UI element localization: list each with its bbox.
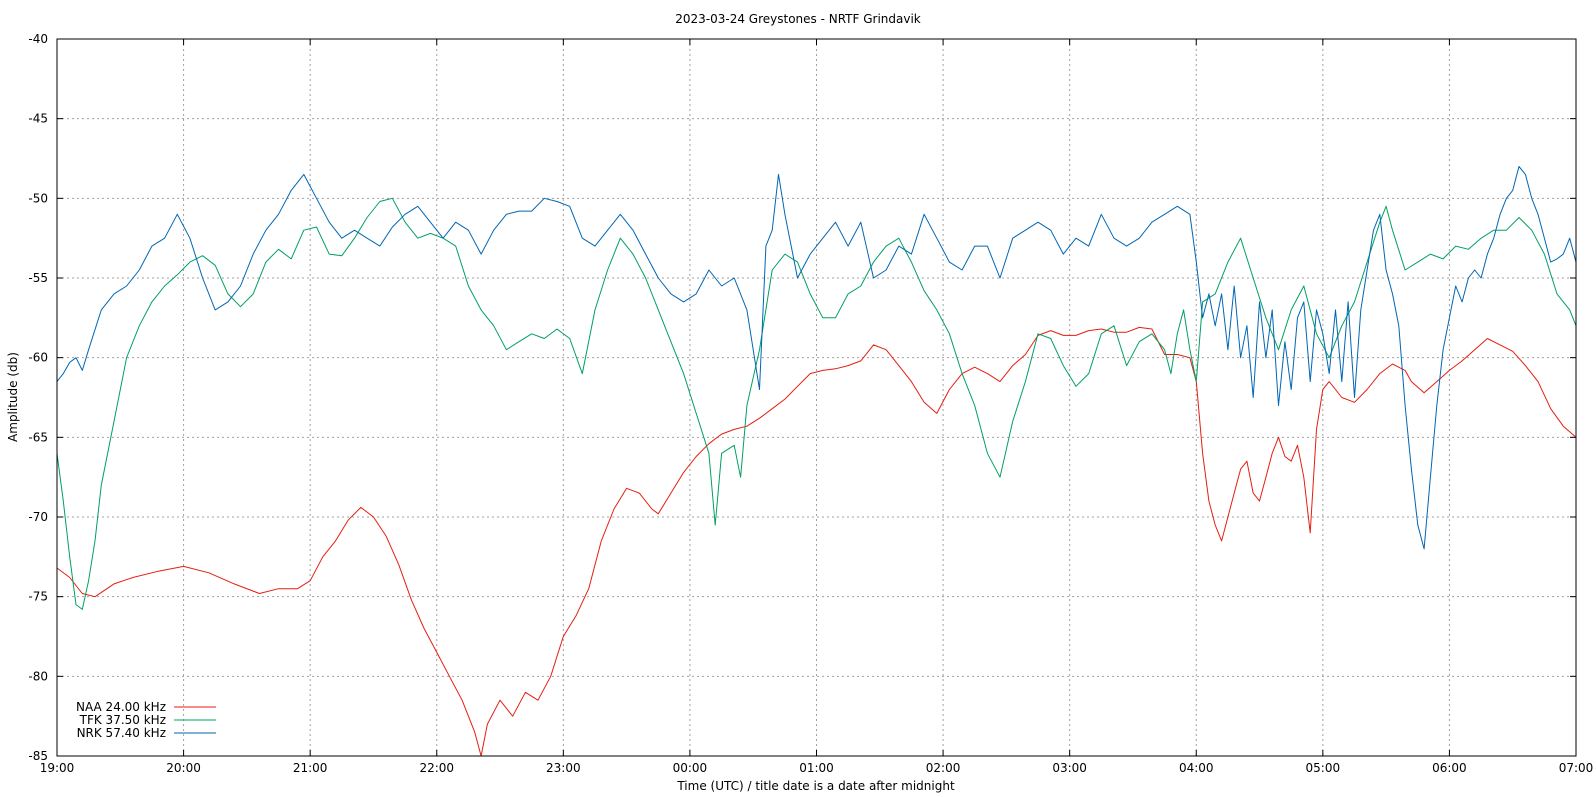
y-tick-label: -55 xyxy=(28,271,48,285)
y-axis: -40 -45 -50 -55 -60 -65 -70 -75 -80 -85 xyxy=(28,32,1576,763)
x-tick-label: 23:00 xyxy=(546,761,581,775)
y-tick-label: -40 xyxy=(28,32,48,46)
x-tick-label: 07:00 xyxy=(1559,761,1594,775)
legend-label: NAA 24.00 kHz xyxy=(76,700,166,714)
y-tick-label: -50 xyxy=(28,191,48,205)
x-tick-label: 20:00 xyxy=(166,761,201,775)
x-tick-label: 21:00 xyxy=(293,761,328,775)
x-tick-label: 00:00 xyxy=(673,761,708,775)
x-tick-label: 19:00 xyxy=(40,761,75,775)
y-tick-label: -85 xyxy=(28,749,48,763)
x-tick-label: 01:00 xyxy=(799,761,834,775)
gridlines xyxy=(57,39,1576,756)
legend-label: NRK 57.40 kHz xyxy=(77,726,166,740)
y-tick-label: -80 xyxy=(28,669,48,683)
plot-frame xyxy=(56,38,1577,757)
x-tick-label: 03:00 xyxy=(1052,761,1087,775)
y-tick-label: -70 xyxy=(28,510,48,524)
legend-label: TFK 37.50 kHz xyxy=(79,713,166,727)
series-line-tfk xyxy=(56,197,1577,610)
x-axis-label: Time (UTC) / title date is a date after … xyxy=(676,779,955,793)
chart-title: 2023-03-24 Greystones - NRTF Grindavik xyxy=(675,12,921,26)
y-tick-label: -60 xyxy=(28,351,48,365)
plot-series xyxy=(56,166,1577,757)
y-axis-label: Amplitude (db) xyxy=(6,352,20,442)
y-tick-label: -65 xyxy=(28,430,48,444)
x-axis: 19:00 20:00 21:00 22:00 23:00 00:00 01:00 02:00… xyxy=(40,39,1594,775)
x-tick-label: 02:00 xyxy=(926,761,961,775)
y-tick-label: -45 xyxy=(28,112,48,126)
series-line-naa xyxy=(56,326,1577,757)
x-tick-label: 04:00 xyxy=(1179,761,1214,775)
x-tick-label: 06:00 xyxy=(1432,761,1467,775)
x-tick-label: 22:00 xyxy=(419,761,454,775)
x-tick-label: 05:00 xyxy=(1306,761,1341,775)
series-line-nrk xyxy=(56,166,1577,550)
y-tick-label: -75 xyxy=(28,590,48,604)
